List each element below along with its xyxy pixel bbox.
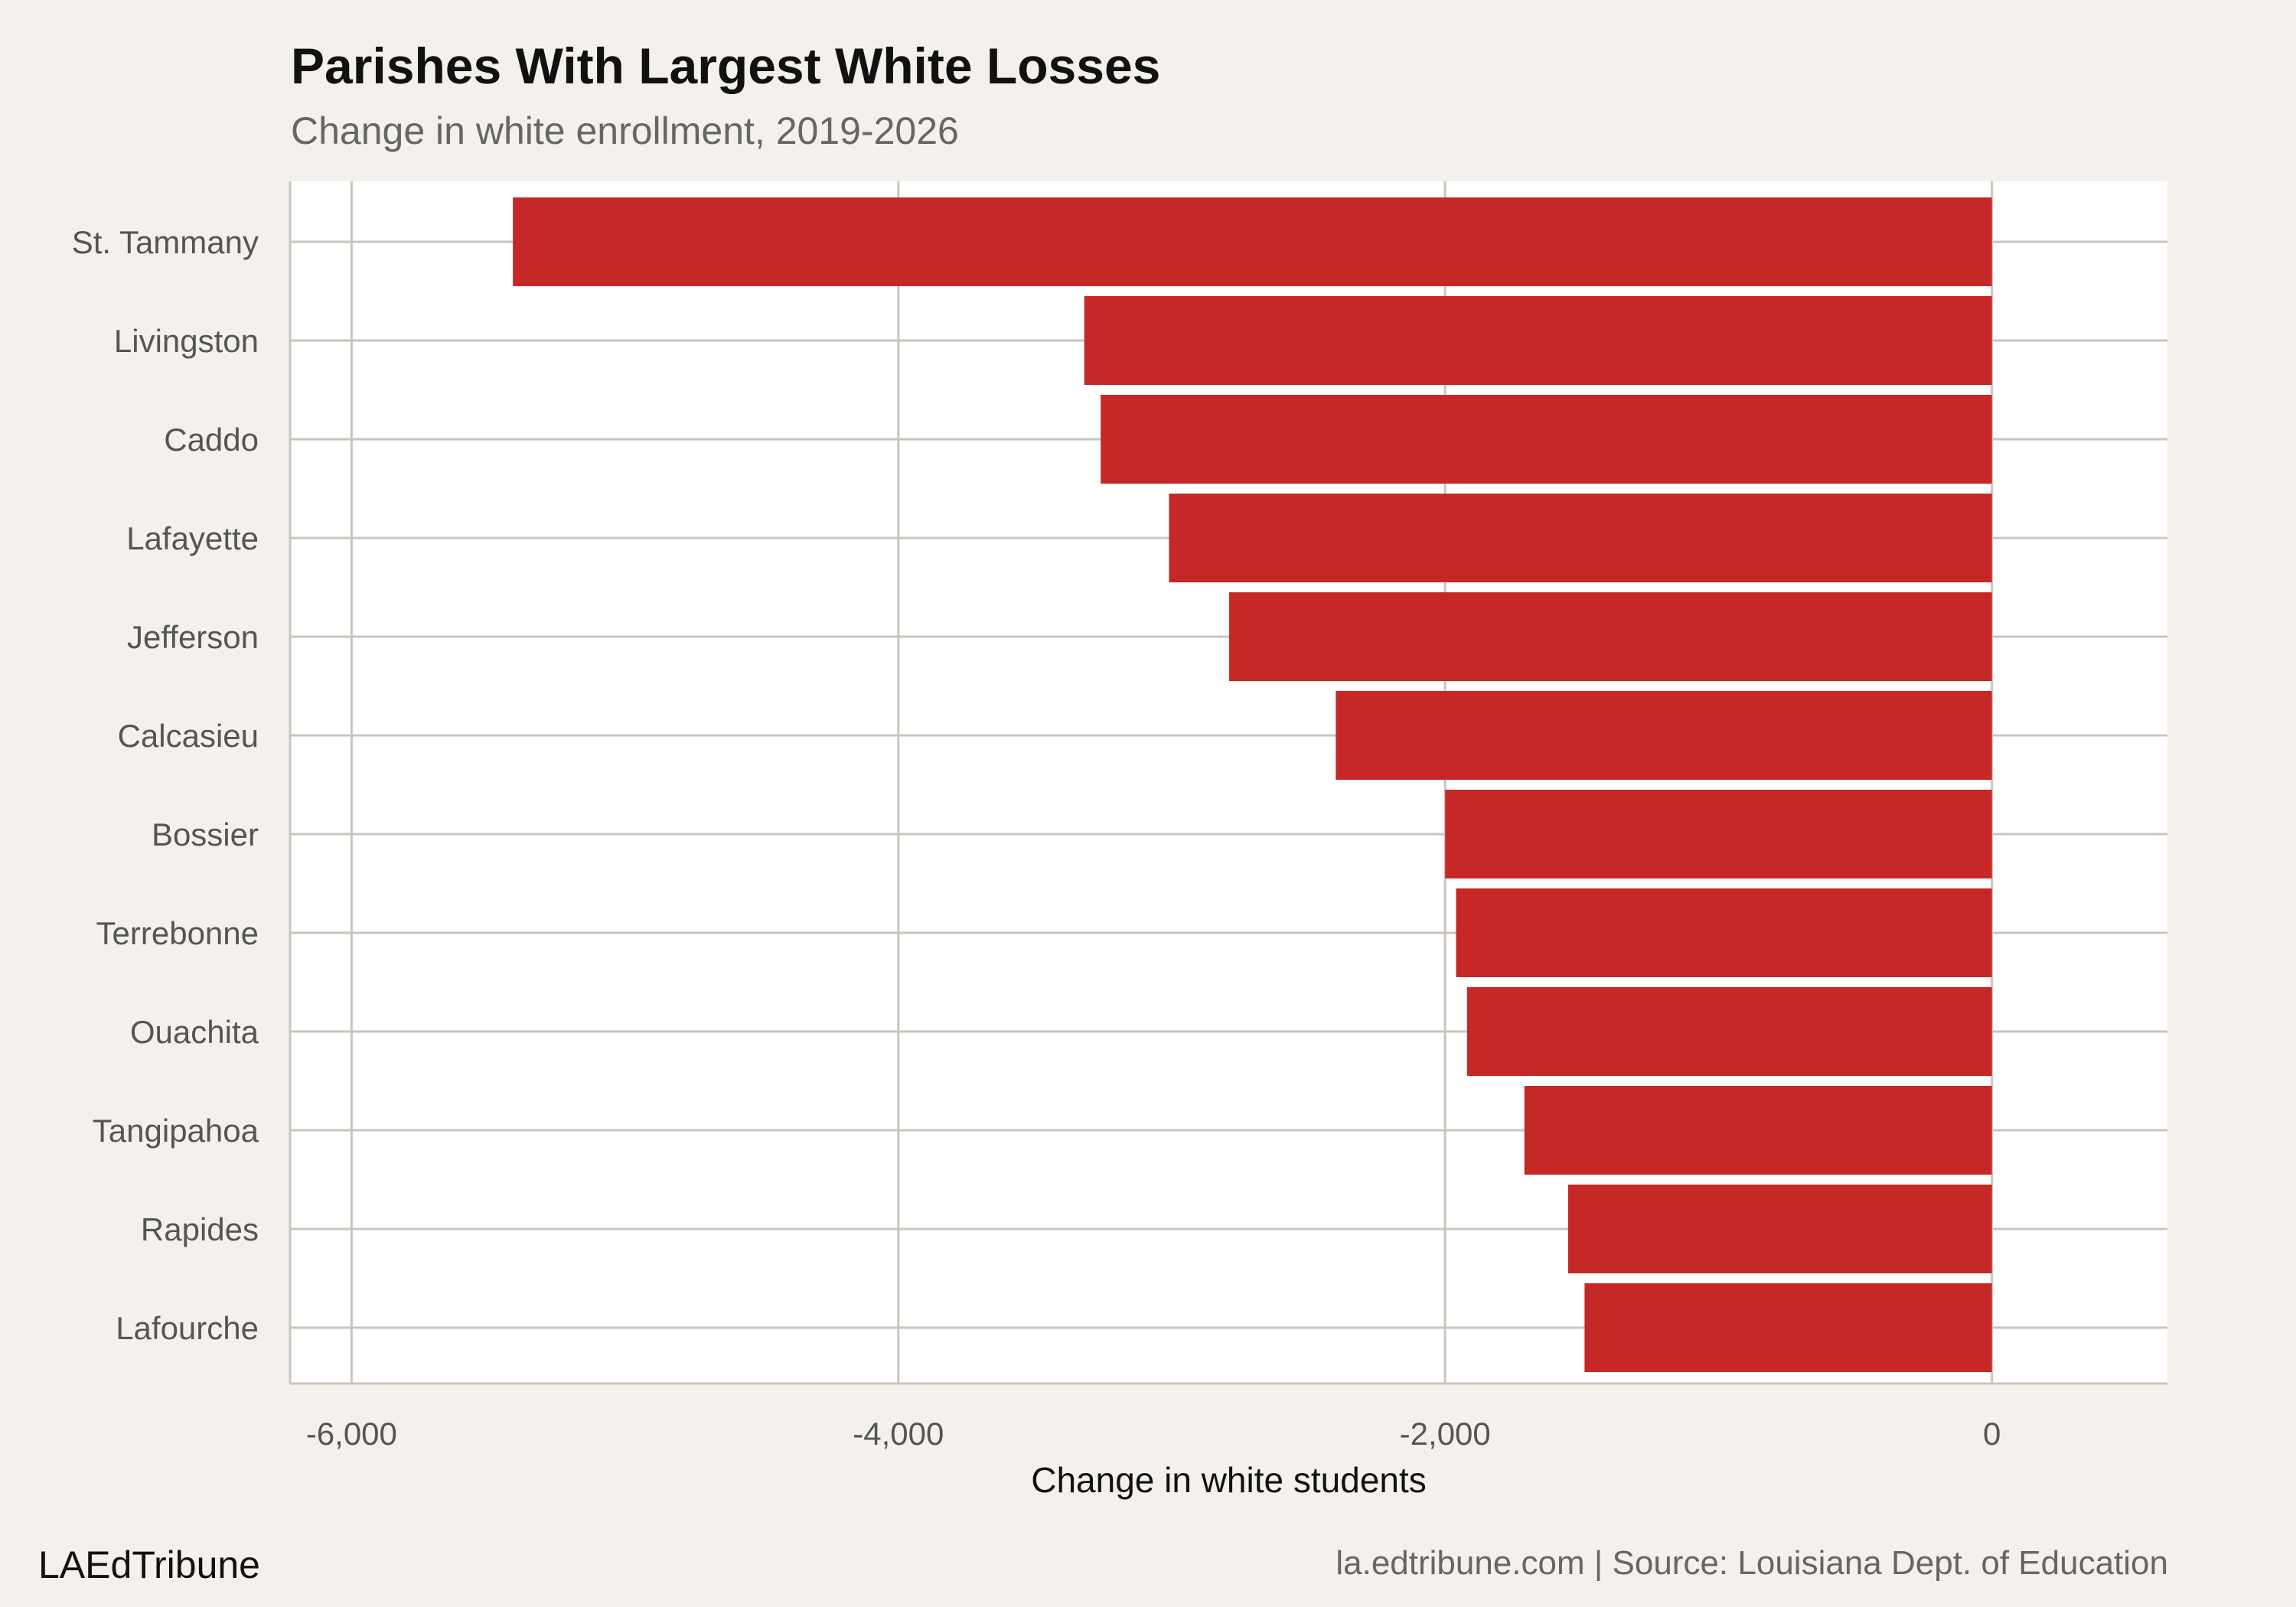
bar-st-tammany (513, 197, 1992, 286)
brand-logo-text: LAEdTribune (38, 1543, 260, 1586)
y-tick-label: Tangipahoa (93, 1113, 259, 1149)
bar-lafayette (1169, 494, 1992, 582)
bar-lafourche (1584, 1283, 1992, 1372)
y-tick-label: Jefferson (127, 619, 259, 655)
bar-calcasieu (1336, 691, 1992, 780)
x-tick-label: -4,000 (853, 1416, 944, 1452)
bar-jefferson (1229, 592, 1992, 681)
y-tick-label: Ouachita (130, 1014, 259, 1050)
x-tick-label: -2,000 (1400, 1416, 1491, 1452)
bar-livingston (1084, 296, 1992, 385)
bar-bossier (1445, 790, 1992, 878)
chart-title: Parishes With Largest White Losses (291, 37, 1161, 94)
bar-tangipahoa (1524, 1086, 1992, 1175)
source-caption: la.edtribune.com | Source: Louisiana Dep… (1336, 1544, 2168, 1582)
y-tick-label: Bossier (152, 817, 259, 852)
bar-ouachita (1466, 987, 1992, 1076)
x-tick-label: 0 (1983, 1416, 2001, 1452)
y-tick-label: Livingston (114, 323, 259, 359)
y-tick-label: Terrebonne (96, 915, 259, 951)
y-tick-label: Caddo (164, 422, 259, 458)
y-tick-label: St. Tammany (72, 224, 259, 260)
bar-terrebonne (1456, 888, 1992, 977)
y-tick-label: Rapides (141, 1211, 259, 1247)
y-tick-label: Calcasieu (118, 718, 259, 754)
chart-subtitle: Change in white enrollment, 2019-2026 (291, 109, 959, 152)
y-tick-label: Lafourche (116, 1310, 259, 1346)
x-tick-label: -6,000 (306, 1416, 397, 1452)
y-tick-label: Lafayette (126, 520, 259, 556)
bar-rapides (1567, 1185, 1992, 1273)
bar-caddo (1101, 395, 1992, 484)
x-axis-title: Change in white students (1031, 1460, 1427, 1500)
